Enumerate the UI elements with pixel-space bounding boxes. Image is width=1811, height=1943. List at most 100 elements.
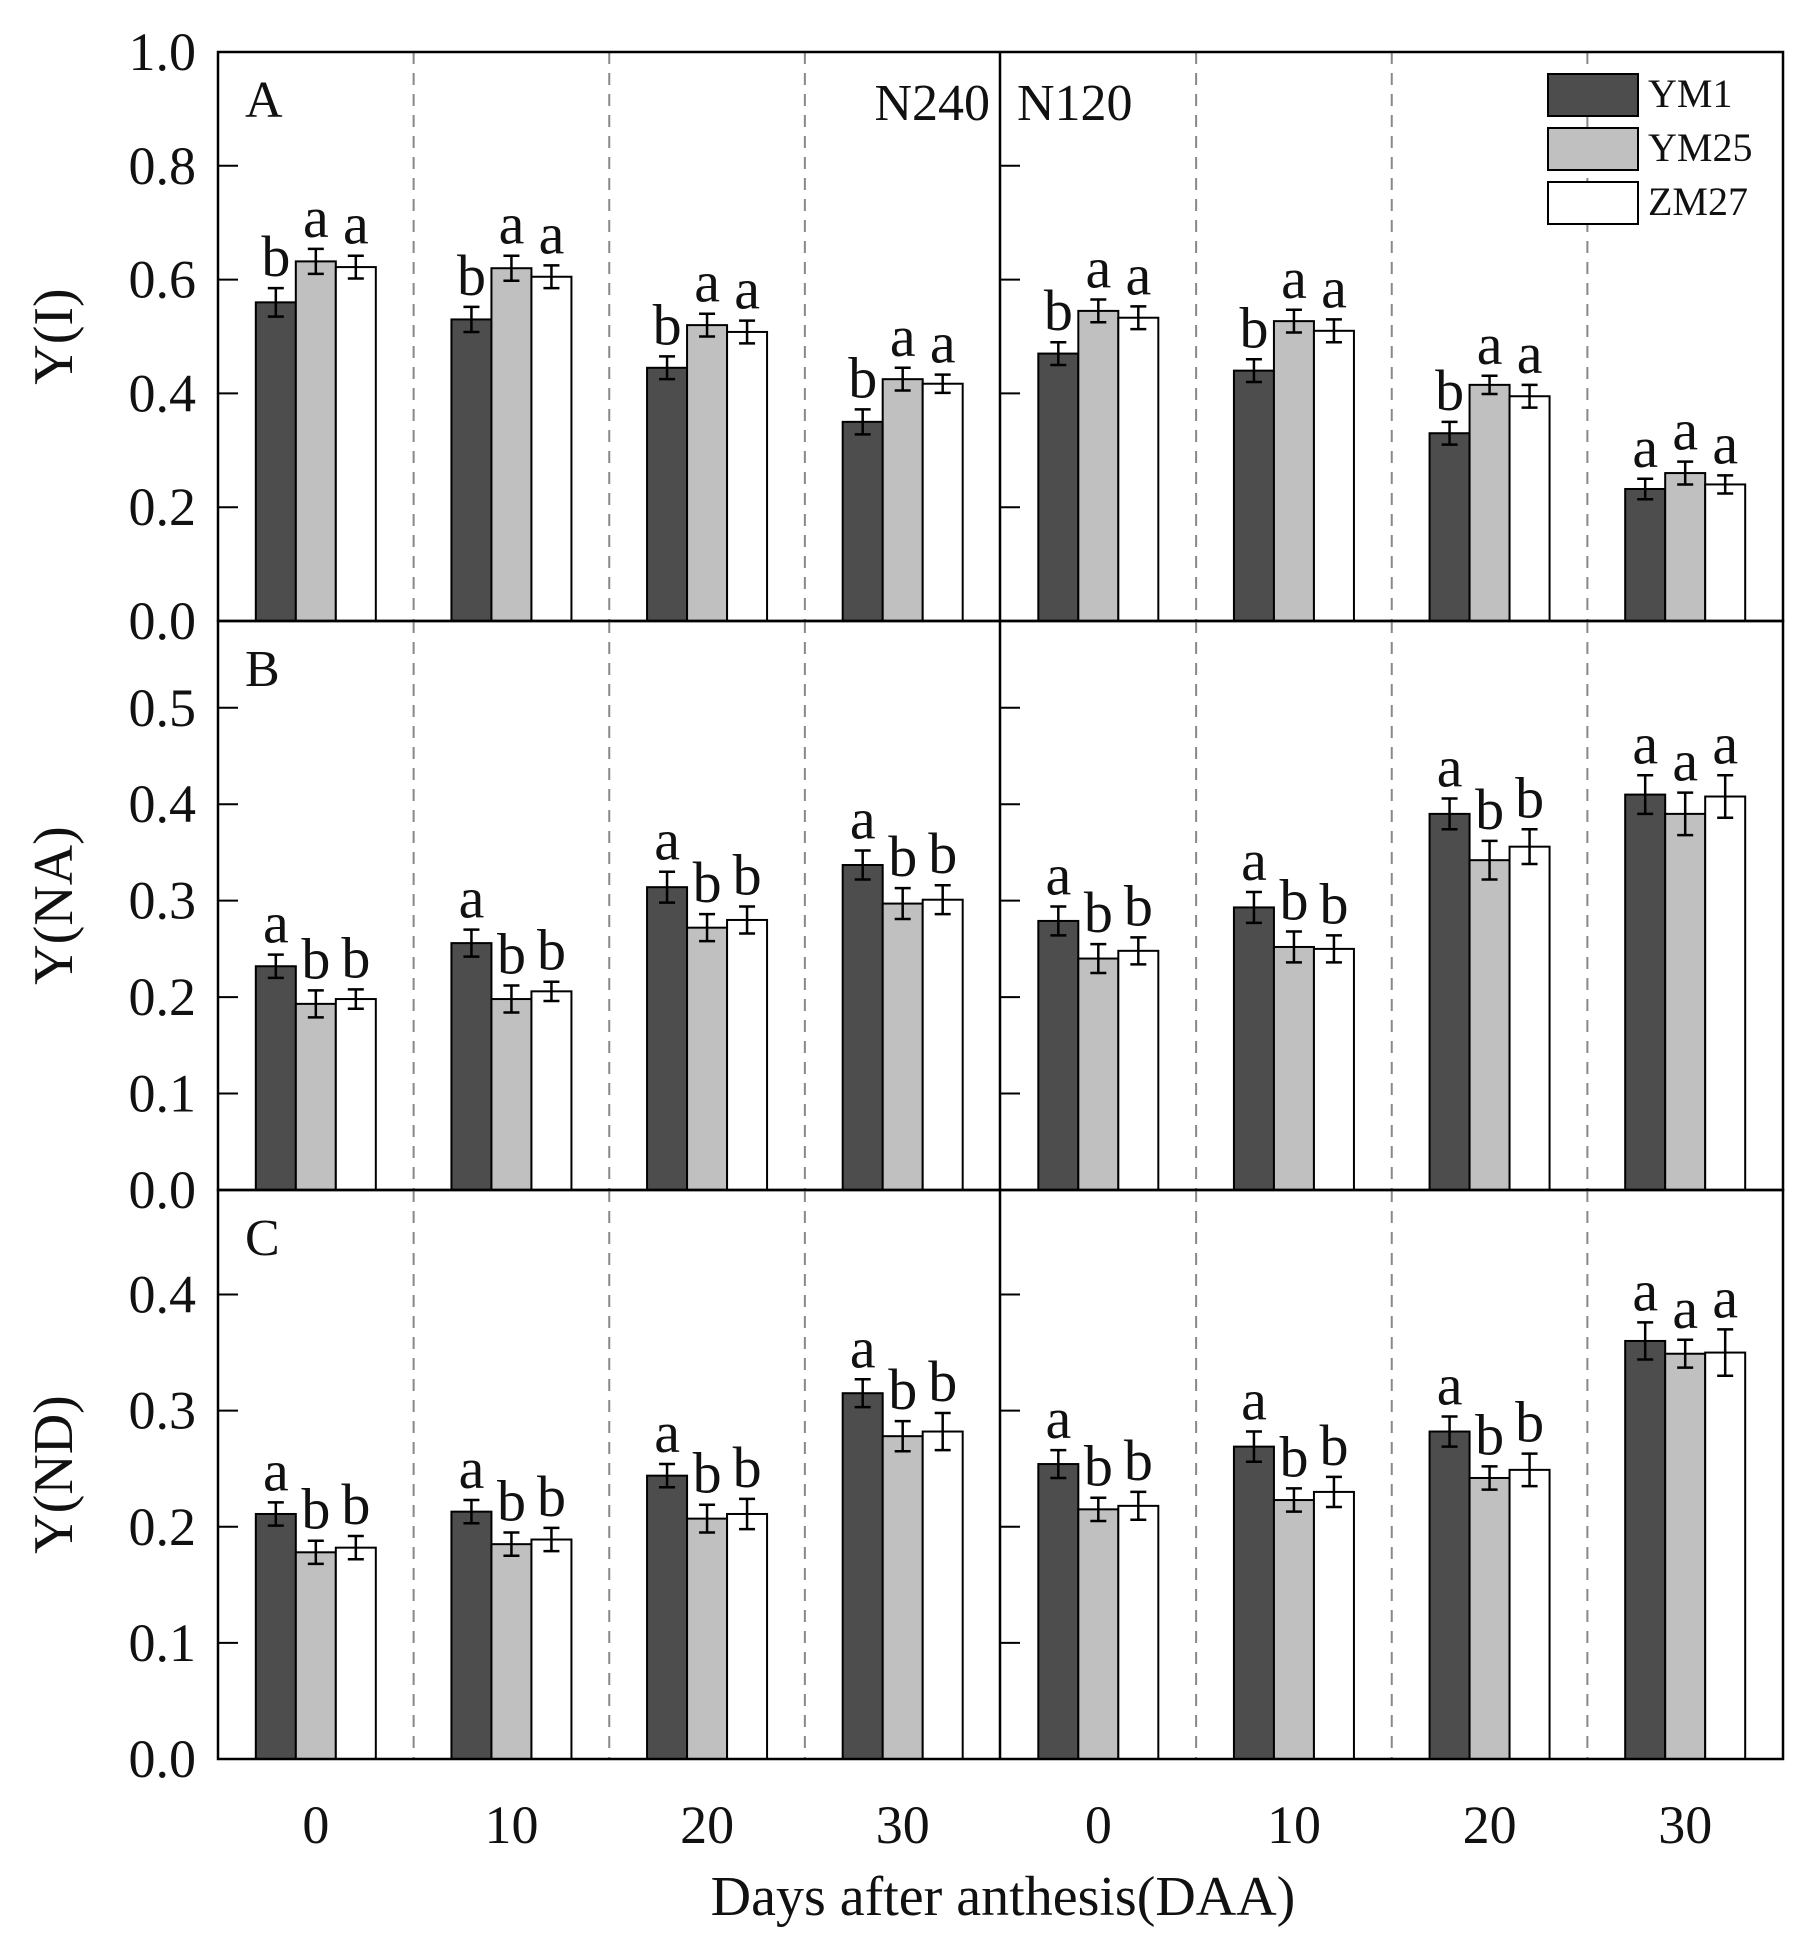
bar-ym1	[1428, 432, 1471, 623]
x-tick-label: 20	[1463, 1795, 1517, 1855]
panel-letter: C	[245, 1210, 280, 1267]
bar-ym25	[686, 1517, 729, 1761]
significance-letter: a	[1085, 236, 1111, 301]
bar-zm27	[726, 1512, 769, 1761]
significance-letter: a	[1241, 828, 1267, 893]
significance-letter: b	[693, 850, 722, 915]
bar-ym25	[1272, 1499, 1315, 1761]
bar-zm27	[1312, 329, 1355, 622]
bar-ym1	[254, 1512, 297, 1761]
bar-ym25	[881, 378, 924, 622]
y-tick-label: 0.5	[129, 678, 197, 738]
bar-ym25	[1664, 472, 1707, 622]
bar-zm27	[530, 1538, 573, 1760]
bar-ym1	[254, 965, 297, 1191]
y-tick-label: 0.2	[129, 967, 197, 1027]
bar-zm27	[1312, 947, 1355, 1192]
bar-ym1	[1232, 369, 1275, 623]
significance-letter: a	[1517, 321, 1543, 386]
y-tick-label: 0.0	[129, 1729, 197, 1789]
significance-letter: b	[1475, 1402, 1504, 1467]
significance-letter: a	[459, 866, 485, 931]
significance-letter: a	[1672, 729, 1698, 794]
y-tick-label: 0.2	[129, 1497, 197, 1557]
bar-zm27	[334, 266, 377, 622]
significance-letter: b	[1515, 765, 1544, 830]
x-axis-title: Days after anthesis(DAA)	[711, 1866, 1296, 1928]
significance-letter: a	[1632, 1258, 1658, 1323]
significance-letter: a	[1437, 1352, 1463, 1417]
significance-letter: a	[1632, 415, 1658, 480]
significance-letter: b	[1239, 295, 1268, 360]
bar-zm27	[530, 275, 573, 622]
bar-zm27	[1117, 316, 1160, 622]
y-tick-label: 0.0	[129, 1160, 197, 1220]
bar-ym25	[294, 1551, 337, 1760]
legend-swatch-ym1	[1547, 73, 1639, 117]
bar-ym1	[450, 1510, 493, 1760]
significance-letter: a	[1632, 711, 1658, 776]
significance-letter: b	[888, 1357, 917, 1422]
bar-ym1	[254, 301, 297, 622]
significance-letter: b	[888, 824, 917, 889]
bar-ym1	[1428, 1430, 1471, 1760]
significance-letter: a	[694, 250, 720, 315]
y-tick-label: 1.0	[129, 22, 197, 82]
bar-zm27	[1508, 845, 1551, 1192]
bar-zm27	[1704, 795, 1747, 1191]
bar-ym25	[1077, 957, 1120, 1191]
legend-label: ZM27	[1648, 179, 1748, 224]
y-tick-label: 0.4	[129, 363, 197, 423]
significance-letter: a	[890, 304, 916, 369]
y-tick-label: 0.1	[129, 1613, 197, 1673]
significance-letter: a	[1712, 411, 1738, 476]
significance-letter: b	[497, 1469, 526, 1534]
significance-letter: a	[850, 787, 876, 852]
legend-label: YM1	[1648, 71, 1732, 116]
significance-letter: a	[1241, 1368, 1267, 1433]
significance-letter: b	[1435, 358, 1464, 423]
significance-letter: a	[1125, 242, 1151, 307]
significance-letter: a	[303, 185, 329, 250]
bar-ym1	[646, 1474, 689, 1761]
bar-zm27	[1117, 949, 1160, 1192]
bar-zm27	[1117, 1504, 1160, 1760]
panel-letter: A	[245, 72, 283, 129]
bar-ym1	[841, 863, 884, 1192]
significance-letter: a	[459, 1436, 485, 1501]
bar-zm27	[726, 330, 769, 622]
significance-letter: b	[537, 1464, 566, 1529]
bar-ym25	[1077, 309, 1120, 622]
significance-letter: b	[301, 1477, 330, 1542]
panel-letter: B	[245, 641, 280, 698]
legend-swatch-zm27	[1547, 181, 1639, 225]
significance-letter: b	[537, 918, 566, 983]
bar-zm27	[334, 1546, 377, 1760]
bar-ym25	[1468, 859, 1511, 1191]
bar-ym1	[1624, 793, 1667, 1191]
y-axis-title: Y(ND)	[23, 1395, 85, 1554]
significance-letter: a	[1437, 734, 1463, 799]
significance-letter: a	[1672, 398, 1698, 463]
y-tick-label: 0.6	[129, 250, 197, 310]
legend-label: YM25	[1648, 125, 1752, 170]
bar-ym1	[646, 366, 689, 623]
bar-zm27	[921, 1430, 964, 1760]
bar-zm27	[1508, 395, 1551, 622]
significance-letter: a	[1712, 711, 1738, 776]
bar-ym25	[1272, 945, 1315, 1191]
significance-letter: a	[1477, 312, 1503, 377]
significance-letter: b	[1515, 1390, 1544, 1455]
bar-ym1	[841, 420, 884, 622]
bar-ym25	[1468, 1476, 1511, 1760]
bar-ym25	[1272, 320, 1315, 622]
significance-letter: b	[301, 926, 330, 991]
significance-letter: a	[1321, 255, 1347, 320]
significance-letter: a	[499, 192, 525, 257]
significance-letter: b	[928, 1349, 957, 1414]
significance-letter: b	[457, 243, 486, 308]
significance-letter: a	[654, 1400, 680, 1465]
bar-ym25	[294, 260, 337, 622]
y-axis-title: Y(I)	[23, 288, 85, 384]
